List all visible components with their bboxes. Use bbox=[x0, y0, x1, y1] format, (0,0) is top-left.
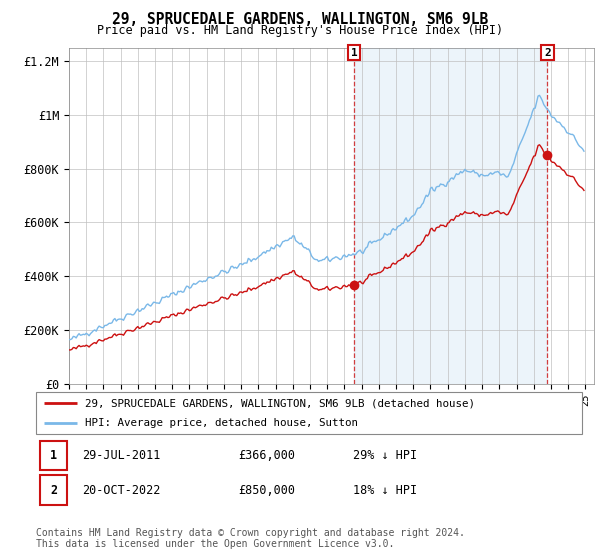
Text: HPI: Average price, detached house, Sutton: HPI: Average price, detached house, Sutt… bbox=[85, 418, 358, 428]
Text: This data is licensed under the Open Government Licence v3.0.: This data is licensed under the Open Gov… bbox=[36, 539, 394, 549]
Text: 2: 2 bbox=[544, 48, 551, 58]
Text: £850,000: £850,000 bbox=[238, 483, 295, 497]
Text: £366,000: £366,000 bbox=[238, 449, 295, 462]
Bar bbox=[40, 441, 67, 470]
Text: Price paid vs. HM Land Registry's House Price Index (HPI): Price paid vs. HM Land Registry's House … bbox=[97, 24, 503, 36]
Text: 20-OCT-2022: 20-OCT-2022 bbox=[82, 483, 161, 497]
Text: 29, SPRUCEDALE GARDENS, WALLINGTON, SM6 9LB (detached house): 29, SPRUCEDALE GARDENS, WALLINGTON, SM6 … bbox=[85, 398, 475, 408]
Text: 1: 1 bbox=[351, 48, 358, 58]
Text: 29, SPRUCEDALE GARDENS, WALLINGTON, SM6 9LB: 29, SPRUCEDALE GARDENS, WALLINGTON, SM6 … bbox=[112, 12, 488, 27]
Text: 29% ↓ HPI: 29% ↓ HPI bbox=[353, 449, 417, 462]
Bar bbox=[354, 48, 547, 384]
Text: 1: 1 bbox=[50, 449, 57, 462]
Bar bbox=[40, 475, 67, 505]
Text: 29-JUL-2011: 29-JUL-2011 bbox=[82, 449, 161, 462]
Text: 18% ↓ HPI: 18% ↓ HPI bbox=[353, 483, 417, 497]
Text: 2: 2 bbox=[50, 483, 57, 497]
Text: Contains HM Land Registry data © Crown copyright and database right 2024.: Contains HM Land Registry data © Crown c… bbox=[36, 528, 465, 538]
